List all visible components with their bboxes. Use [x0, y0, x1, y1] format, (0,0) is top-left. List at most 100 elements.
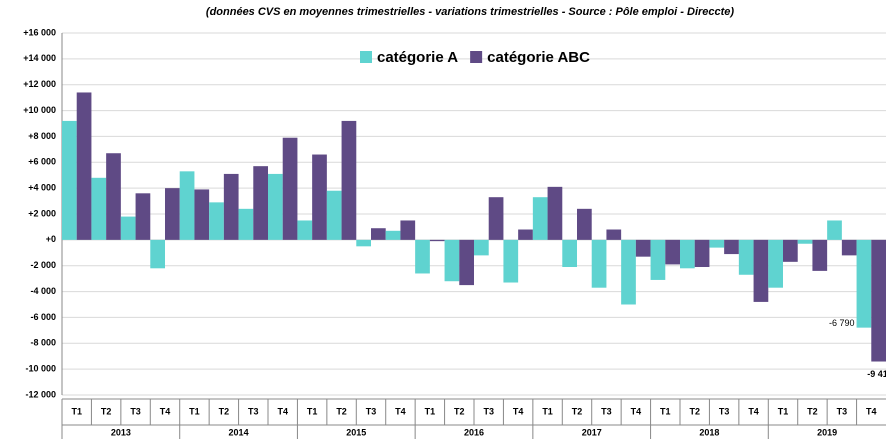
bar — [518, 229, 533, 240]
y-tick-label: +8 000 — [28, 131, 56, 141]
bar — [562, 239, 577, 268]
bar — [371, 228, 386, 240]
bar — [253, 166, 268, 240]
y-tick-label: -6 000 — [30, 312, 56, 322]
bar — [179, 171, 195, 240]
x-tick-label: T1 — [307, 406, 318, 416]
bar — [282, 137, 298, 240]
legend-swatch — [470, 51, 483, 63]
chart-subtitle: (données CVS en moyennes trimestrielles … — [206, 6, 735, 18]
bar — [871, 239, 886, 362]
bar — [120, 216, 136, 240]
bar — [577, 208, 592, 240]
bar — [650, 239, 666, 280]
x-tick-label: T2 — [219, 406, 230, 416]
x-tick-label: T1 — [71, 406, 82, 416]
x-tick-label: T4 — [631, 406, 642, 416]
bar — [474, 239, 489, 256]
data-label: -9 410 — [867, 369, 886, 379]
x-tick-label: T3 — [601, 406, 612, 416]
bar — [91, 177, 107, 240]
y-tick-label: -8 000 — [30, 338, 56, 348]
bar — [209, 202, 224, 240]
x-tick-label: T1 — [660, 406, 671, 416]
x-tick-label: T2 — [336, 406, 347, 416]
bar — [680, 239, 695, 269]
year-label: 2016 — [464, 427, 484, 437]
bar — [238, 208, 254, 240]
bar — [385, 230, 401, 240]
bar — [724, 239, 739, 255]
bar — [488, 197, 504, 240]
x-tick-label: T4 — [277, 406, 288, 416]
x-tick-label: T2 — [807, 406, 818, 416]
x-tick-label: T1 — [425, 406, 436, 416]
bar — [400, 220, 416, 240]
bar — [812, 239, 828, 271]
x-tick-label: T2 — [689, 406, 700, 416]
x-tick-label: T4 — [748, 406, 759, 416]
y-tick-label: +4 000 — [28, 183, 56, 193]
bar — [415, 239, 430, 274]
bar — [62, 120, 77, 240]
bar — [753, 239, 769, 302]
bar — [797, 239, 813, 244]
x-tick-label: T3 — [483, 406, 494, 416]
y-tick-label: -4 000 — [30, 286, 56, 296]
x-tick-label: T3 — [366, 406, 377, 416]
bar — [165, 188, 180, 240]
year-label: 2019 — [817, 427, 837, 437]
x-tick-label: T1 — [778, 406, 789, 416]
bar — [827, 220, 842, 240]
bar — [194, 189, 210, 240]
data-label: -6 790 — [829, 318, 855, 328]
bar — [532, 197, 548, 240]
year-label: 2015 — [346, 427, 366, 437]
x-tick-label: T4 — [395, 406, 406, 416]
bar — [106, 153, 121, 240]
bar — [503, 239, 519, 283]
year-label: 2017 — [582, 427, 602, 437]
bar — [709, 239, 725, 248]
bar — [841, 239, 857, 256]
bar — [312, 154, 327, 240]
year-label: 2018 — [699, 427, 719, 437]
bar — [429, 239, 445, 242]
bar — [606, 229, 622, 240]
x-tick-label: T4 — [513, 406, 524, 416]
x-tick-label: T2 — [101, 406, 112, 416]
bar — [297, 220, 313, 240]
y-tick-label: +10 000 — [23, 105, 56, 115]
bar — [150, 239, 165, 269]
y-tick-label: +14 000 — [23, 53, 56, 63]
bar — [694, 239, 710, 268]
y-tick-label: -12 000 — [25, 389, 56, 399]
y-tick-label: -10 000 — [25, 364, 56, 374]
year-label: 2013 — [111, 427, 131, 437]
bar — [621, 239, 636, 305]
bar — [444, 239, 460, 282]
bar — [635, 239, 651, 257]
bar — [738, 239, 754, 275]
y-tick-label: +16 000 — [23, 27, 56, 37]
x-tick-label: T3 — [837, 406, 848, 416]
x-tick-label: T1 — [542, 406, 553, 416]
bar — [856, 239, 872, 328]
bar — [76, 92, 92, 240]
y-tick-label: -2 000 — [30, 260, 56, 270]
year-label: 2014 — [229, 427, 249, 437]
bar — [135, 193, 151, 240]
legend-label: catégorie ABC — [487, 49, 590, 66]
legend-label: catégorie A — [377, 49, 458, 66]
bar — [326, 190, 342, 240]
y-tick-label: +2 000 — [28, 208, 56, 218]
x-tick-label: T2 — [572, 406, 583, 416]
bar — [665, 239, 680, 265]
y-tick-label: +12 000 — [23, 79, 56, 89]
bar — [768, 239, 783, 288]
y-tick-label: +6 000 — [28, 157, 56, 167]
bar — [223, 173, 239, 240]
legend-swatch — [360, 51, 372, 63]
y-tick-label: +0 — [46, 234, 56, 244]
